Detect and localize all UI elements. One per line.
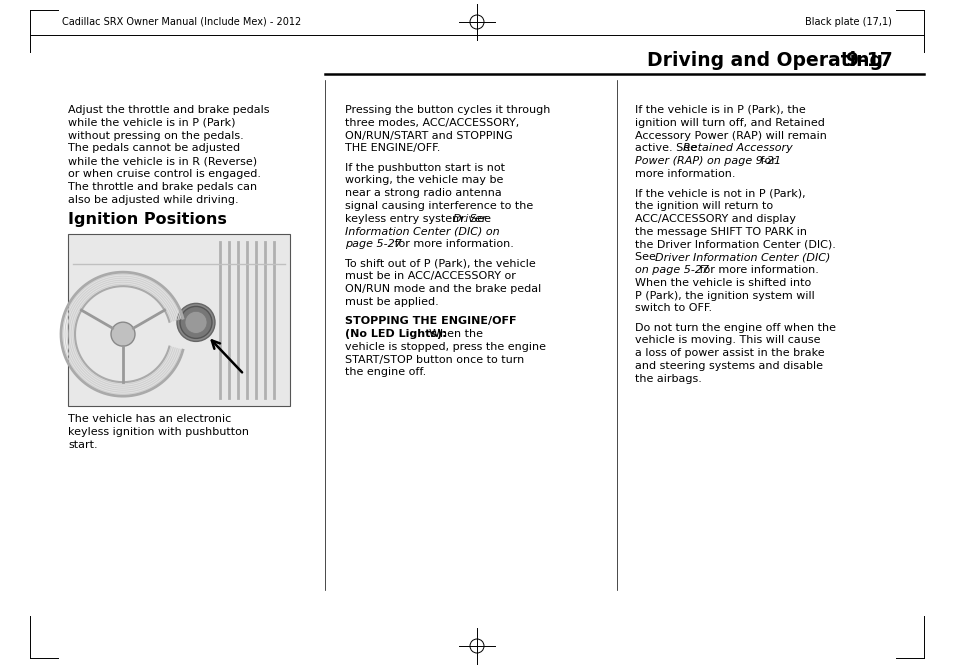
Text: Cadillac SRX Owner Manual (Include Mex) - 2012: Cadillac SRX Owner Manual (Include Mex) … <box>62 17 301 27</box>
Text: while the vehicle is in P (Park): while the vehicle is in P (Park) <box>68 118 235 128</box>
Text: vehicle is moving. This will cause: vehicle is moving. This will cause <box>635 335 820 345</box>
Text: signal causing interference to the: signal causing interference to the <box>345 201 533 211</box>
Text: Driver Information Center (DIC): Driver Information Center (DIC) <box>655 253 829 263</box>
Text: When the vehicle is shifted into: When the vehicle is shifted into <box>635 278 810 288</box>
Circle shape <box>177 303 214 341</box>
Text: a loss of power assist in the brake: a loss of power assist in the brake <box>635 348 823 358</box>
Text: working, the vehicle may be: working, the vehicle may be <box>345 176 503 186</box>
Text: START/STOP button once to turn: START/STOP button once to turn <box>345 355 524 365</box>
Text: 9-17: 9-17 <box>845 51 892 70</box>
Text: keyless ignition with pushbutton: keyless ignition with pushbutton <box>68 428 249 437</box>
Text: and steering systems and disable: and steering systems and disable <box>635 361 822 371</box>
Text: three modes, ACC/ACCESSORY,: three modes, ACC/ACCESSORY, <box>345 118 518 128</box>
Text: the message SHIFT TO PARK in: the message SHIFT TO PARK in <box>635 226 806 236</box>
Text: while the vehicle is in R (Reverse): while the vehicle is in R (Reverse) <box>68 156 257 166</box>
Text: the Driver Information Center (DIC).: the Driver Information Center (DIC). <box>635 239 835 249</box>
Text: STOPPING THE ENGINE/OFF: STOPPING THE ENGINE/OFF <box>345 316 516 326</box>
Text: the engine off.: the engine off. <box>345 367 426 377</box>
Text: must be in ACC/ACCESSORY or: must be in ACC/ACCESSORY or <box>345 271 516 281</box>
Text: ACC/ACCESSORY and display: ACC/ACCESSORY and display <box>635 214 795 224</box>
Text: page 5-27: page 5-27 <box>345 239 401 249</box>
Text: The pedals cannot be adjusted: The pedals cannot be adjusted <box>68 144 240 154</box>
Text: When the: When the <box>421 329 482 339</box>
Text: Ignition Positions: Ignition Positions <box>68 212 227 227</box>
Text: (No LED Lights):: (No LED Lights): <box>345 329 446 339</box>
Text: The vehicle has an electronic: The vehicle has an electronic <box>68 414 231 424</box>
Text: Black plate (17,1): Black plate (17,1) <box>804 17 891 27</box>
Text: Driver: Driver <box>453 214 487 224</box>
Text: the ignition will return to: the ignition will return to <box>635 201 772 211</box>
Text: If the pushbutton start is not: If the pushbutton start is not <box>345 162 504 172</box>
Text: Power (RAP) on page 9-21: Power (RAP) on page 9-21 <box>635 156 781 166</box>
Text: P (Park), the ignition system will: P (Park), the ignition system will <box>635 291 814 301</box>
Text: switch to OFF.: switch to OFF. <box>635 303 711 313</box>
Text: Adjust the throttle and brake pedals: Adjust the throttle and brake pedals <box>68 105 269 115</box>
Text: Driving and Operating: Driving and Operating <box>646 51 882 70</box>
Text: also be adjusted while driving.: also be adjusted while driving. <box>68 194 238 204</box>
Text: Pressing the button cycles it through: Pressing the button cycles it through <box>345 105 550 115</box>
Text: If the vehicle is in P (Park), the: If the vehicle is in P (Park), the <box>635 105 805 115</box>
Text: or when cruise control is engaged.: or when cruise control is engaged. <box>68 169 261 179</box>
Text: must be applied.: must be applied. <box>345 297 438 307</box>
Text: See: See <box>635 253 659 263</box>
Text: Accessory Power (RAP) will remain: Accessory Power (RAP) will remain <box>635 131 826 140</box>
Text: near a strong radio antenna: near a strong radio antenna <box>345 188 501 198</box>
Text: active. See: active. See <box>635 144 700 154</box>
Text: without pressing on the pedals.: without pressing on the pedals. <box>68 131 244 140</box>
Text: ignition will turn off, and Retained: ignition will turn off, and Retained <box>635 118 824 128</box>
Text: The throttle and brake pedals can: The throttle and brake pedals can <box>68 182 257 192</box>
Text: Do not turn the engine off when the: Do not turn the engine off when the <box>635 323 835 333</box>
Text: for more information.: for more information. <box>696 265 818 275</box>
Text: Retained Accessory: Retained Accessory <box>682 144 792 154</box>
Text: for: for <box>757 156 775 166</box>
Circle shape <box>111 322 135 346</box>
Text: on page 5-27: on page 5-27 <box>635 265 708 275</box>
Circle shape <box>180 307 212 339</box>
Text: the airbags.: the airbags. <box>635 374 701 384</box>
Text: THE ENGINE/OFF.: THE ENGINE/OFF. <box>345 144 440 154</box>
Text: start.: start. <box>68 440 97 450</box>
Text: more information.: more information. <box>635 169 735 179</box>
Text: Information Center (DIC) on: Information Center (DIC) on <box>345 226 499 236</box>
Circle shape <box>185 311 207 333</box>
Text: If the vehicle is not in P (Park),: If the vehicle is not in P (Park), <box>635 188 804 198</box>
Text: ON/RUN mode and the brake pedal: ON/RUN mode and the brake pedal <box>345 284 540 294</box>
Text: keyless entry system. See: keyless entry system. See <box>345 214 494 224</box>
Text: vehicle is stopped, press the engine: vehicle is stopped, press the engine <box>345 342 545 352</box>
Text: for more information.: for more information. <box>391 239 514 249</box>
Text: To shift out of P (Park), the vehicle: To shift out of P (Park), the vehicle <box>345 259 536 269</box>
Text: ON/RUN/START and STOPPING: ON/RUN/START and STOPPING <box>345 131 512 140</box>
Bar <box>68 234 290 406</box>
